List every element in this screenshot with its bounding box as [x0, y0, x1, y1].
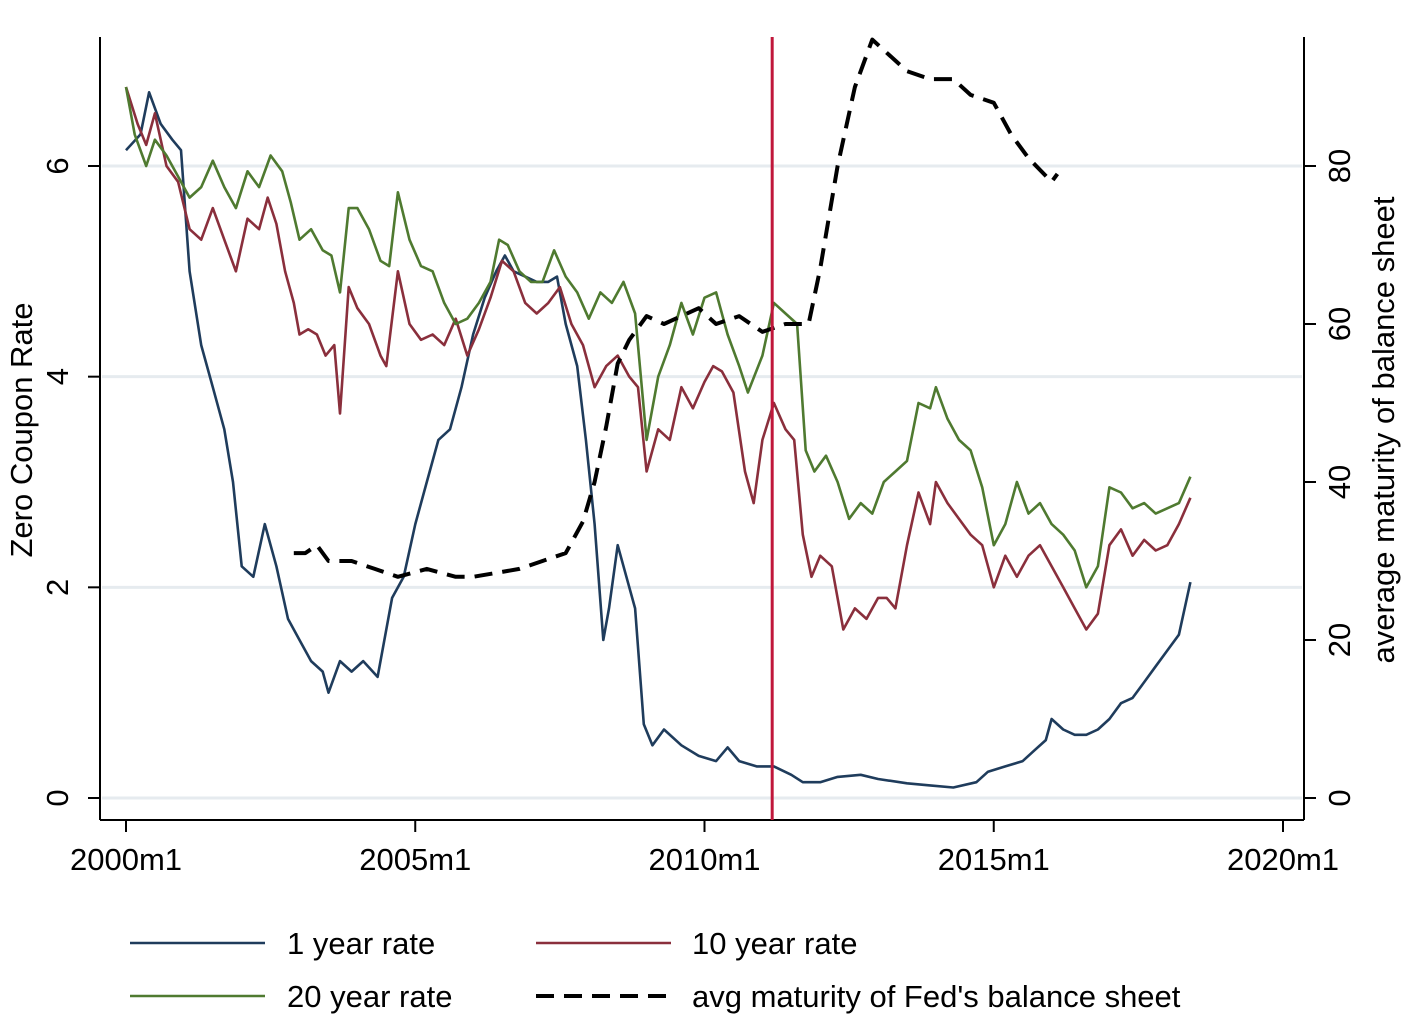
legend-label-2: 20 year rate [287, 979, 452, 1014]
legend-label-0: 1 year rate [287, 926, 435, 961]
legend: 1 year rate 10 year rate 20 year rate avg m… [130, 926, 1181, 1014]
x-tick-label-1: 2005m1 [359, 842, 471, 877]
series-lines [124, 37, 1192, 820]
series-line-2 [124, 86, 1192, 589]
y2-tick-label-3: 60 [1322, 307, 1357, 341]
series-line-1 [124, 86, 1192, 631]
legend-label-1: 10 year rate [692, 926, 857, 961]
y2-tick-label-2: 40 [1322, 465, 1357, 499]
series-line-3 [293, 37, 1060, 579]
y2-axis-title: average maturity of balance sheet [1366, 196, 1401, 663]
y2-tick-label-1: 20 [1322, 623, 1357, 657]
x-tick-label-4: 2020m1 [1227, 842, 1339, 877]
x-tick-label-2: 2010m1 [648, 842, 760, 877]
y-axis-title: Zero Coupon Rate [4, 302, 39, 557]
y-tick-label-0: 0 [40, 789, 75, 806]
x-tick-label-0: 2000m1 [70, 842, 182, 877]
y2-tick-label-4: 80 [1322, 149, 1357, 183]
y-tick-label-3: 6 [40, 157, 75, 174]
x-tick-label-3: 2015m1 [938, 842, 1050, 877]
y-tick-label-2: 4 [40, 368, 75, 385]
legend-label-3: avg maturity of Fed's balance sheet [692, 979, 1181, 1014]
y2-tick-label-0: 0 [1322, 789, 1357, 806]
y-tick-label-1: 2 [40, 579, 75, 596]
series-line-0 [125, 91, 1192, 789]
